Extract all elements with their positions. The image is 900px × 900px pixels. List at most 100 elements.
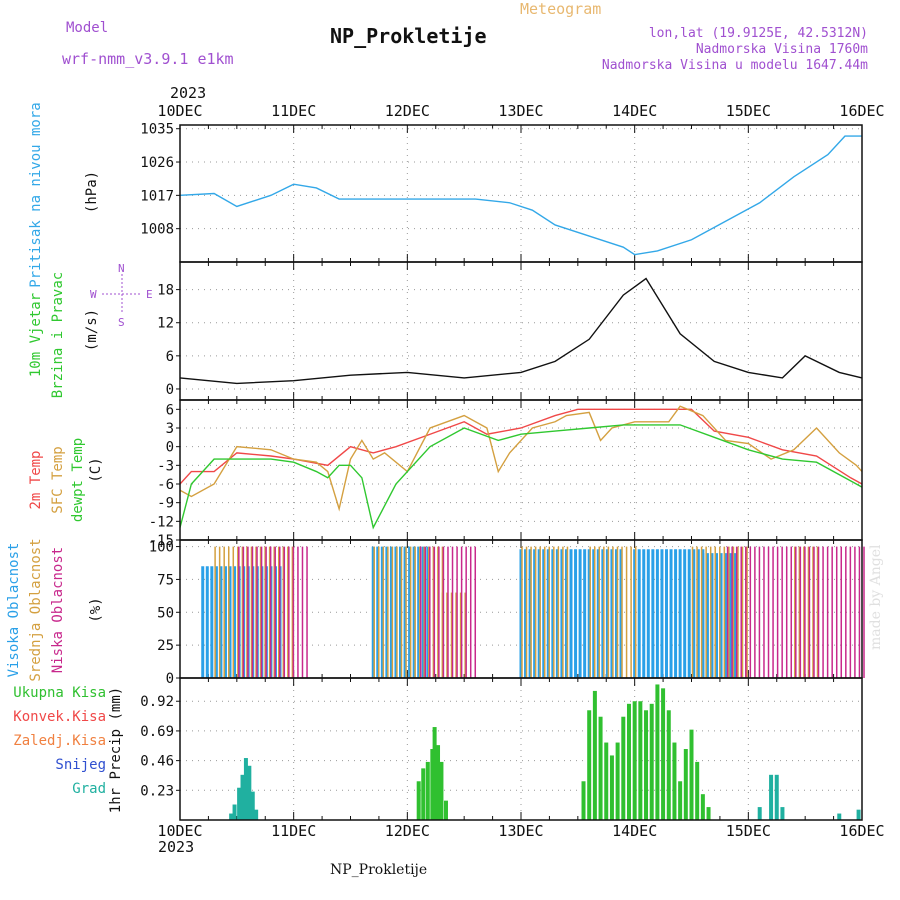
panel-frame <box>179 677 863 821</box>
compass-west-label: W <box>90 288 97 301</box>
y-tick-label: 0.92 <box>140 694 174 710</box>
temp-axis-title-2m: 2m Temp <box>28 450 44 509</box>
precip-bar <box>689 729 694 820</box>
y-tick-label: -6 <box>157 477 174 493</box>
y-tick-label: -3 <box>157 458 174 474</box>
series-line <box>179 277 863 385</box>
precip-bar <box>598 716 603 820</box>
cloud-axis-title-mid: Srednja Oblacnost <box>28 538 44 681</box>
wind-axis-title: 10m Vjetar <box>28 293 44 377</box>
precip-bar <box>425 761 430 820</box>
precip-bar <box>774 774 779 820</box>
precip-bar <box>581 781 586 820</box>
x-tick-label-top: 13DEC <box>498 102 543 120</box>
precip-unit-label: 1hr Precip (mm) <box>108 687 124 813</box>
compass-north-label: N <box>118 262 125 275</box>
series-line <box>179 135 862 256</box>
panel-frame <box>179 124 863 263</box>
precip-bar <box>232 804 237 820</box>
precip-bar <box>243 758 248 820</box>
precip-bar <box>695 761 700 820</box>
y-tick-label: -12 <box>149 514 174 530</box>
y-tick-label: 25 <box>157 638 174 654</box>
precip-bar <box>615 742 620 820</box>
series-line <box>179 408 863 485</box>
precip-bar <box>436 745 441 820</box>
precip-bar <box>604 742 609 820</box>
precip-legend-item: Ukupna Kisa <box>13 685 106 701</box>
y-tick-label: 6 <box>166 402 174 418</box>
compass-east-label: E <box>146 288 153 301</box>
precip-legend-item: Snijeg <box>55 757 106 773</box>
x-tick-label-top: 12DEC <box>385 102 430 120</box>
y-tick-label: 3 <box>166 421 174 437</box>
precip-bar <box>240 774 245 820</box>
precip-bar <box>430 749 435 820</box>
precip-bar <box>250 791 255 820</box>
precip-bar <box>661 688 666 820</box>
y-tick-label: 0.23 <box>140 783 174 799</box>
year-bottom-label: 2023 <box>158 838 195 856</box>
precip-legend-item: Grad <box>72 781 106 797</box>
x-tick-label-bottom: 15DEC <box>726 822 771 840</box>
y-tick-label: 1026 <box>140 155 174 171</box>
x-tick-label-bottom: 12DEC <box>385 822 430 840</box>
x-tick-label-bottom: 11DEC <box>271 822 316 840</box>
x-tick-label-bottom: 13DEC <box>498 822 543 840</box>
precip-bar <box>443 800 448 820</box>
precip-bar <box>254 809 259 820</box>
chart-title: NP_Prokletije <box>330 24 487 48</box>
precip-bar <box>837 813 842 820</box>
y-tick-label: 18 <box>157 283 174 299</box>
year-top-label: 2023 <box>170 84 207 102</box>
precip-bar <box>780 807 785 820</box>
y-tick-label: 100 <box>149 540 174 556</box>
pressure-unit-label: (hPa) <box>84 171 100 213</box>
cloud-unit-label: (%) <box>88 597 104 622</box>
y-tick-label: 1035 <box>140 122 174 138</box>
precip-bar <box>678 781 683 820</box>
panel-frame <box>179 399 863 541</box>
precip-bar <box>644 710 649 820</box>
precip-bar <box>229 813 234 820</box>
precip-bar <box>421 768 426 820</box>
x-tick-label-top: 16DEC <box>839 102 884 120</box>
precip-bar <box>672 742 677 820</box>
y-tick-label: 0.69 <box>140 724 174 740</box>
precip-bar <box>247 765 252 820</box>
precip-bar <box>621 716 626 820</box>
model-label: Model <box>66 20 109 36</box>
y-tick-label: 75 <box>157 572 174 588</box>
precip-bar <box>757 807 762 820</box>
precip-bar <box>700 794 705 820</box>
chart-subtitle: Meteogram <box>520 0 602 18</box>
station-elevation: Nadmorska Visina 1760m <box>695 42 868 57</box>
precip-bar <box>237 787 242 820</box>
precip-bar <box>626 703 631 820</box>
panel-frame <box>179 261 863 401</box>
precip-bar <box>666 710 671 820</box>
y-tick-label: 0 <box>166 671 174 687</box>
wind-axis-subtitle: Brzina i Pravac <box>50 272 66 398</box>
x-tick-label-top: 10DEC <box>157 102 202 120</box>
series-line <box>179 424 863 530</box>
y-tick-label: 6 <box>166 349 174 365</box>
footer-label: NP_Prokletije <box>330 862 428 878</box>
precip-bar <box>856 809 861 820</box>
precip-bar <box>649 703 654 820</box>
y-tick-label: 0.46 <box>140 754 174 770</box>
precip-bar <box>609 755 614 820</box>
precip-bar <box>587 710 592 820</box>
x-tick-label-top: 11DEC <box>271 102 316 120</box>
x-tick-label-bottom: 10DEC <box>157 822 202 840</box>
y-tick-label: 0 <box>166 382 174 398</box>
precip-bar <box>416 781 421 820</box>
precip-bar <box>638 701 643 820</box>
precip-bar <box>592 690 597 820</box>
precip-bar <box>632 701 637 820</box>
station-coords: lon,lat (19.9125E, 42.5312N) <box>648 26 868 41</box>
precip-bar <box>432 727 437 820</box>
precip-legend-item: Zaledj.Kisa <box>13 733 106 749</box>
cloud-axis-title-low: Niska Oblacnost <box>50 547 66 673</box>
pressure-axis-title: Pritisak na nivou mora <box>28 102 44 287</box>
